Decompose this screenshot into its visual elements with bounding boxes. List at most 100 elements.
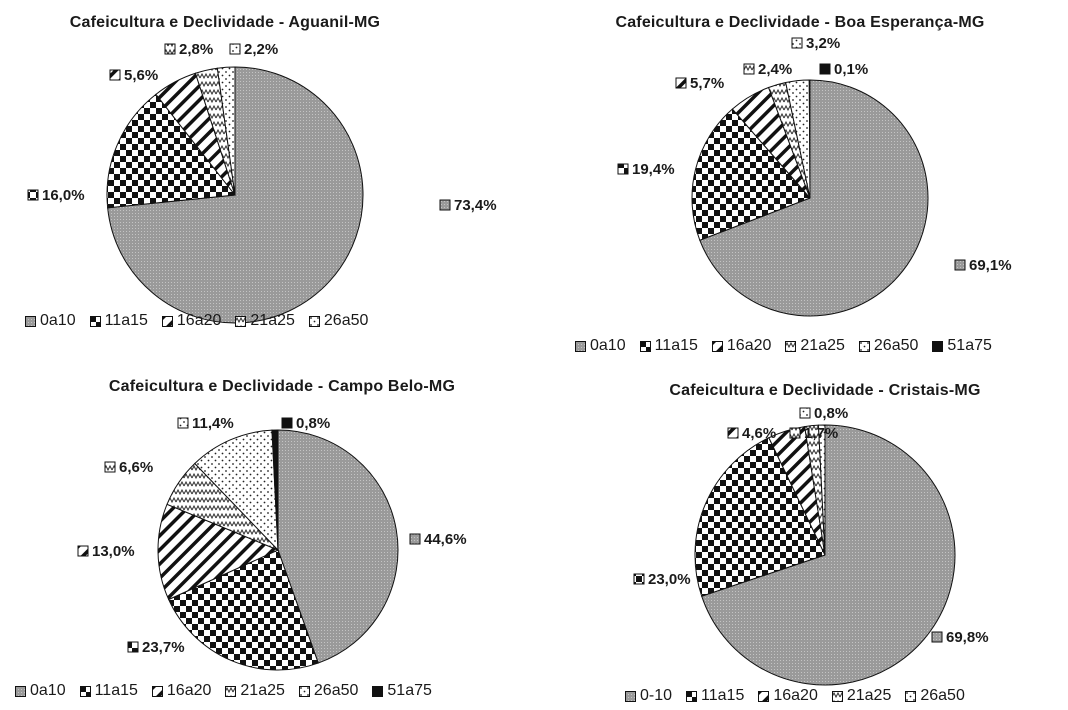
- legend-label: 21a25: [250, 312, 295, 329]
- slice-label-text: 23,7%: [142, 639, 185, 656]
- slice-label-16a20: 13,0%: [77, 543, 135, 560]
- slice-label-text: 0,8%: [296, 415, 330, 432]
- legend-swatch-icon: [905, 690, 917, 702]
- label-swatch: [439, 199, 451, 211]
- legend-item-16a20: 16a20: [161, 312, 221, 330]
- slice-label-0-10: 69,8%: [931, 629, 989, 646]
- label-swatch: [127, 641, 139, 653]
- slice-label-16a20: 4,6%: [727, 425, 776, 442]
- legend-item-16a20: 16a20: [711, 337, 771, 355]
- legend-item-0a10: 0a10: [15, 682, 66, 700]
- slice-label-51a75: 0,1%: [819, 61, 868, 78]
- slice-label-text: 5,6%: [124, 67, 158, 84]
- label-swatch: [104, 461, 116, 473]
- legend-label: 16a20: [166, 682, 212, 699]
- label-swatch: [789, 427, 801, 439]
- legend-label: 26a50: [323, 312, 369, 329]
- slice-label-text: 3,2%: [806, 35, 840, 52]
- legend-swatch-icon: [686, 690, 698, 702]
- legend-boa-esperanca: 0a10 11a15 16a20 21a25 26a50 51a75: [575, 337, 992, 355]
- chart-title-cristais: Cafeicultura e Declividade - Cristais-MG: [669, 382, 981, 399]
- legend-swatch-icon: [858, 340, 870, 352]
- slice-label-text: 44,6%: [424, 531, 467, 548]
- slice-label-text: 11,4%: [192, 415, 234, 432]
- legend-label: 51a75: [947, 337, 992, 354]
- legend-swatch-icon: [225, 685, 237, 697]
- legend-item-11a15: 11a15: [79, 682, 138, 700]
- slice-label-text: 23,0%: [648, 571, 691, 588]
- pie-chart-aguanil: 73,4% 16,0% 5,6% 2,8% 2,2%: [27, 41, 497, 324]
- slice-label-text: 0,8%: [814, 405, 848, 422]
- legend-item-0-10: 0-10: [625, 687, 672, 705]
- legend-swatch-icon: [711, 340, 723, 352]
- legend-label: 21a25: [800, 337, 845, 354]
- legend-label: 11a15: [104, 312, 148, 329]
- slice-label-26a50: 3,2%: [791, 35, 840, 52]
- pie-slice-11a15: [168, 549, 319, 671]
- legend-label: 51a75: [387, 682, 432, 699]
- legend-swatch-icon: [758, 690, 770, 702]
- legend-label: 11a15: [94, 682, 138, 699]
- legend-swatch-icon: [831, 690, 843, 702]
- pie-slice-11a15: [106, 93, 236, 209]
- legend-swatch-icon: [639, 340, 651, 352]
- slice-label-51a75: 0,8%: [281, 415, 330, 432]
- legend-item-11a15: 11a15: [89, 312, 148, 330]
- slice-label-text: 1,7%: [804, 425, 838, 442]
- label-swatch: [27, 189, 39, 201]
- legend-label: 11a15: [701, 687, 745, 704]
- slice-label-text: 69,1%: [969, 257, 1012, 274]
- label-swatch: [164, 43, 176, 55]
- label-swatch: [617, 163, 629, 175]
- label-swatch: [931, 631, 943, 643]
- label-swatch: [954, 259, 966, 271]
- label-swatch: [229, 43, 241, 55]
- legend-swatch-icon: [372, 685, 384, 697]
- legend-item-21a25: 21a25: [225, 682, 285, 700]
- slice-label-11a15: 23,0%: [633, 571, 691, 588]
- legend-item-0a10: 0a10: [575, 337, 626, 355]
- slice-label-26a50: 0,8%: [799, 405, 848, 422]
- label-swatch: [77, 545, 89, 557]
- pie-slice-11a15: [691, 108, 811, 241]
- legend-item-51a75: 51a75: [372, 682, 432, 700]
- label-swatch: [819, 63, 831, 75]
- slice-label-text: 2,2%: [244, 41, 278, 58]
- label-swatch: [743, 63, 755, 75]
- legend-swatch-icon: [161, 315, 173, 327]
- slice-label-0a10: 44,6%: [409, 531, 467, 548]
- legend-item-26a50: 26a50: [858, 337, 919, 355]
- legend-swatch-icon: [785, 340, 797, 352]
- slice-label-text: 13,0%: [92, 543, 135, 560]
- slice-label-text: 2,4%: [758, 61, 792, 78]
- legend-item-0a10: 0a10: [25, 312, 76, 330]
- chart-title-campo-belo: Cafeicultura e Declividade - Campo Belo-…: [108, 378, 456, 395]
- pie-slice-0-10: [701, 424, 956, 686]
- legend-swatch-icon: [25, 315, 36, 327]
- pie-slice-26a50: [216, 66, 236, 196]
- legend-label: 21a25: [240, 682, 285, 699]
- label-swatch: [727, 427, 739, 439]
- label-swatch: [791, 37, 803, 49]
- slice-label-11a15: 23,7%: [127, 639, 185, 656]
- chart-title-boa-esperanca: Cafeicultura e Declividade - Boa Esperan…: [615, 14, 985, 31]
- legend-label: 26a50: [873, 337, 919, 354]
- slice-label-text: 0,1%: [834, 61, 868, 78]
- pie-slice-26a50: [817, 424, 826, 556]
- slice-label-text: 16,0%: [42, 187, 85, 204]
- legend-swatch-icon: [625, 690, 636, 702]
- label-swatch: [633, 573, 645, 585]
- label-swatch: [799, 407, 811, 419]
- slice-label-11a15: 19,4%: [617, 161, 675, 178]
- slice-label-21a25: 6,6%: [104, 459, 153, 476]
- slice-label-text: 6,6%: [119, 459, 153, 476]
- legend-label: 0-10: [640, 687, 673, 704]
- pie-slice-16a20: [157, 503, 280, 601]
- label-swatch: [675, 77, 687, 89]
- legend-label: 16a20: [773, 687, 818, 704]
- pie-chart-boa-esperanca: 69,1% 19,4% 5,7% 2,4% 3,2% 0,1%: [617, 35, 1012, 317]
- label-swatch: [409, 533, 421, 545]
- slice-label-text: 4,6%: [742, 425, 776, 442]
- legend-item-16a20: 16a20: [758, 687, 818, 705]
